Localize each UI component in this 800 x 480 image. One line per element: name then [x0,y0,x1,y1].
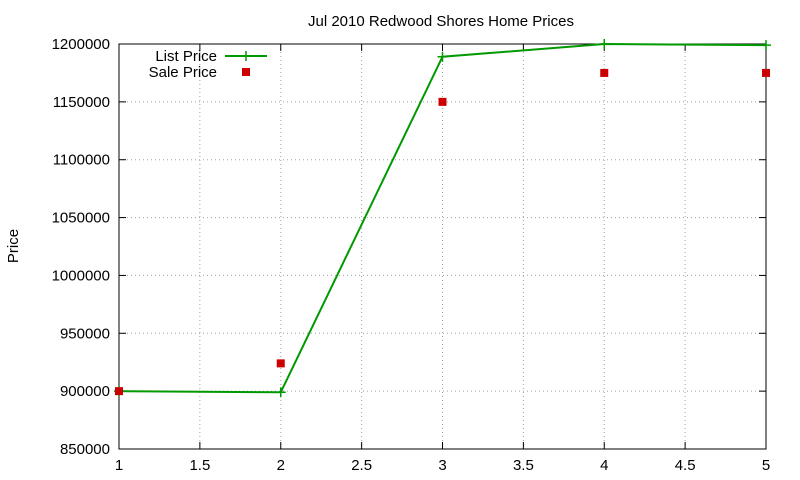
x-tick-label: 1.5 [189,457,210,474]
legend-label: Sale Price [149,64,217,81]
data-point [600,68,609,77]
plot-frame [118,43,767,450]
y-axis-label: Price [5,229,22,263]
axis-ticks: 1 1.5 2 2.5 3 3.5 4 4.5 5 850000 900000 950000 10000… [52,36,771,474]
x-tick-label: 4.5 [675,457,696,474]
legend-marker [242,68,250,76]
data-point [115,387,123,396]
y-tick-label: 1050000 [52,210,110,227]
legend-label: List Price [155,48,217,65]
x-tick-label: 1 [115,457,123,474]
data-point [438,97,447,106]
x-tick-label: 2 [277,457,285,474]
y-tick-label: 900000 [60,383,110,400]
data-point [599,39,610,49]
y-tick-label: 950000 [60,325,110,342]
data-point [761,40,771,51]
data-point [762,68,770,77]
x-tick-label: 5 [762,457,770,474]
y-tick-label: 1150000 [53,94,110,111]
x-tick-label: 3 [438,457,446,474]
data-point [437,51,448,62]
x-tick-label: 4 [600,457,608,474]
x-tick-label: 3.5 [513,457,534,474]
legend-marker [241,51,251,61]
chart-title: Jul 2010 Redwood Shores Home Prices [308,13,574,30]
y-tick-label: 1000000 [52,267,110,284]
y-tick-label: 1100000 [53,152,110,169]
series-layer [114,39,771,398]
data-point [275,387,286,398]
y-tick-label: 850000 [60,441,110,458]
x-tick-label: 2.5 [351,457,372,474]
data-point [276,359,285,368]
y-tick-label: 1200000 [52,36,110,53]
series-sale-price [115,68,770,396]
